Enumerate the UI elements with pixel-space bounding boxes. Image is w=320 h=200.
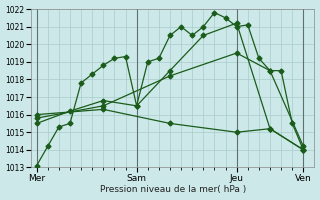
X-axis label: Pression niveau de la mer( hPa ): Pression niveau de la mer( hPa ) xyxy=(100,185,246,194)
